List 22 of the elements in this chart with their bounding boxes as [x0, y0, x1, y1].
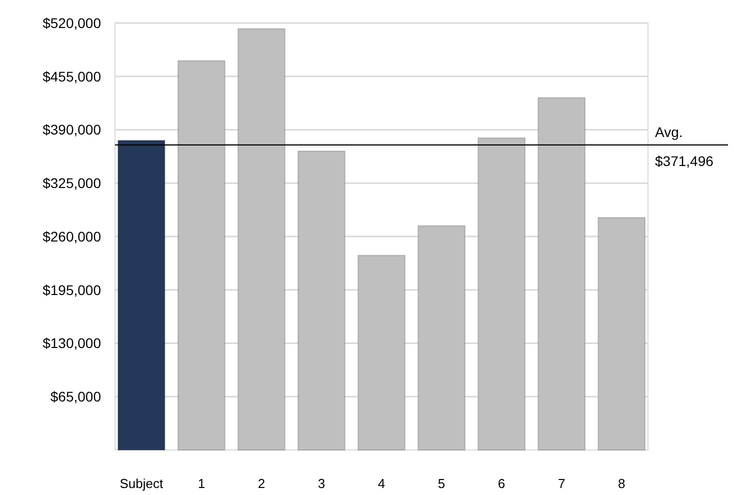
- bar: [418, 225, 466, 450]
- x-tick-label: 7: [558, 476, 566, 491]
- y-tick-label: $260,000: [42, 228, 102, 244]
- x-tick-label: 3: [318, 476, 326, 491]
- ref-line-label: Avg. $371,496: [655, 124, 714, 169]
- y-tick-label: $390,000: [42, 122, 102, 138]
- x-tick-label: Subject: [120, 476, 164, 491]
- y-tick-label: $65,000: [50, 388, 102, 405]
- y-tick-label: $325,000: [42, 175, 102, 192]
- y-tick-label: $195,000: [42, 282, 102, 298]
- x-tick-label: 1: [198, 476, 206, 491]
- y-tick-label: $130,000: [42, 335, 102, 352]
- x-tick-label: 4: [378, 476, 386, 491]
- x-tick-label: 5: [438, 476, 446, 491]
- x-tick-label: 2: [258, 476, 266, 491]
- x-tick-label: 8: [618, 476, 626, 491]
- bar: [298, 150, 346, 450]
- x-tick-label: 6: [498, 476, 506, 491]
- bar: [358, 254, 406, 450]
- y-tick-label: $520,000: [42, 14, 102, 31]
- y-tick-label: $455,000: [42, 68, 102, 84]
- bar: [598, 217, 646, 450]
